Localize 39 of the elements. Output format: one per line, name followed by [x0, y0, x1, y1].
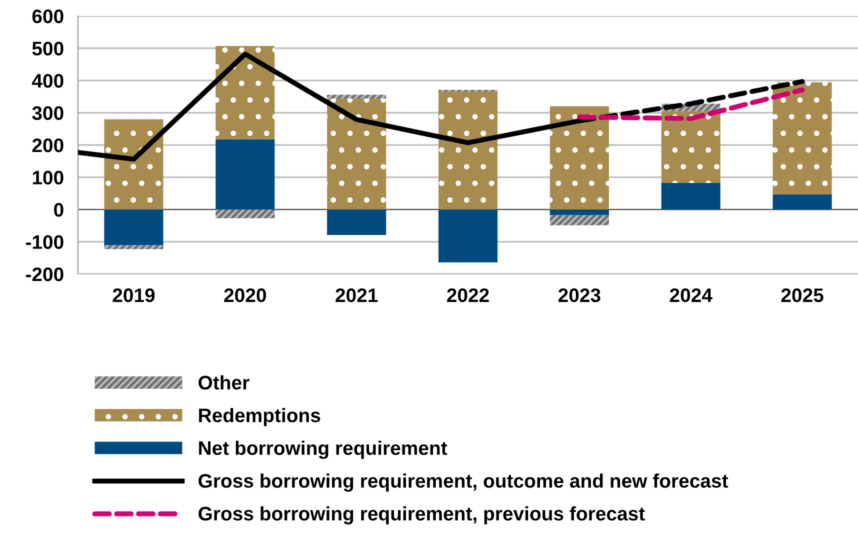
y-tick-label: 0	[54, 202, 64, 217]
legend-label: Gross borrowing requirement, outcome and new forecast	[198, 473, 728, 492]
bar	[550, 215, 609, 226]
bar	[104, 245, 164, 250]
x-tick-label: 2024	[670, 288, 712, 302]
bar	[327, 94, 386, 99]
bar	[772, 82, 832, 194]
x-tick-label: 2019	[112, 288, 155, 302]
bar	[438, 91, 498, 210]
legend-label: Redemptions	[199, 408, 320, 426]
bar	[327, 210, 386, 235]
bar	[216, 46, 275, 140]
y-tick-label: 500	[32, 42, 64, 56]
legend-label: Gross borrowing requirement, previous forecast	[198, 506, 645, 524]
x-tick-label: 2023	[558, 288, 600, 302]
bar	[772, 194, 832, 210]
bar	[438, 210, 498, 262]
bar	[550, 210, 609, 216]
x-tick-label: 2025	[781, 288, 824, 302]
x-tick-label: 2020	[224, 288, 266, 302]
y-tick-label: -100	[26, 235, 64, 249]
y-tick-label: 400	[32, 74, 64, 88]
bar	[327, 98, 386, 210]
x-tick-label: 2021	[336, 288, 378, 302]
legend-label: Net borrowing requirement	[199, 440, 448, 459]
bar	[661, 183, 720, 210]
bar	[216, 139, 275, 210]
bar	[550, 106, 609, 210]
bar	[661, 111, 720, 184]
bar	[104, 210, 164, 246]
y-tick-label: -200	[26, 267, 64, 282]
x-tick-label: 2022	[447, 288, 489, 302]
y-tick-label: 300	[32, 106, 64, 120]
y-tick-label: 200	[32, 138, 64, 152]
bar	[216, 210, 275, 218]
legend-label: Other	[198, 375, 250, 390]
y-tick-label: 600	[32, 9, 64, 24]
bar	[104, 119, 164, 210]
y-tick-label: 100	[32, 170, 64, 184]
